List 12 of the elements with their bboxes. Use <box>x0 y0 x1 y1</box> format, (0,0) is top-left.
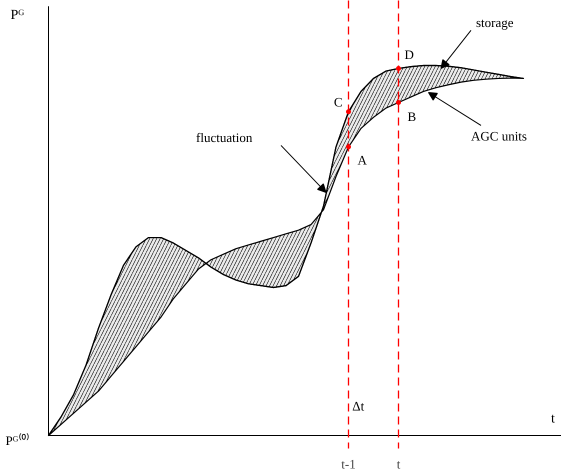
annotation: A <box>358 152 368 168</box>
annotation: C <box>334 94 342 110</box>
x-axis-title: t <box>551 411 555 426</box>
annotation: D <box>404 46 414 62</box>
x-tick-label: t-1 <box>341 456 356 472</box>
annotation: B <box>408 109 416 124</box>
annotation: AGC units <box>471 128 527 144</box>
text: storage <box>476 15 514 30</box>
text: Pᴳ⁽⁰⁾ <box>6 432 30 448</box>
annotation: Δt <box>352 398 365 414</box>
annotation: fluctuation <box>196 130 253 146</box>
y-axis-title: Pᴳ <box>10 8 24 24</box>
